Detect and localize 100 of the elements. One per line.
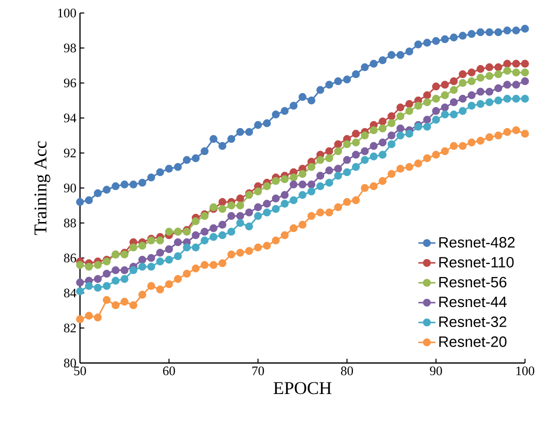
point: [129, 266, 138, 274]
point: [343, 198, 351, 206]
point: [138, 242, 146, 250]
point: [352, 150, 360, 159]
point: [388, 170, 396, 178]
point: [494, 63, 502, 72]
point: [218, 205, 226, 213]
x-tick-label: 60: [163, 366, 175, 376]
point: [450, 110, 458, 118]
point: [378, 56, 387, 64]
point: [512, 80, 520, 89]
point: [414, 102, 422, 110]
point: [200, 236, 209, 244]
point: [192, 264, 200, 272]
point: [458, 107, 467, 115]
y-tick-label: 100: [58, 8, 76, 18]
legend-label: Resnet-32: [439, 316, 506, 328]
point: [503, 60, 512, 68]
point: [316, 208, 324, 216]
point: [147, 282, 156, 290]
x-axis-title: EPOCH: [274, 382, 332, 394]
point: [458, 94, 467, 103]
y-tick-label: 84: [64, 288, 76, 298]
point: [112, 266, 120, 274]
point: [307, 180, 316, 188]
point: [370, 60, 378, 68]
point: [388, 140, 396, 148]
point: [280, 191, 289, 199]
point: [370, 126, 378, 134]
y-tick-label: 94: [64, 114, 76, 122]
point: [325, 147, 334, 156]
point: [210, 135, 218, 143]
point: [227, 228, 236, 236]
point: [94, 189, 102, 198]
point: [218, 259, 226, 268]
point: [129, 180, 138, 188]
point: [218, 231, 226, 240]
legend-label: Resnet-482: [439, 237, 515, 248]
point: [370, 152, 378, 160]
point: [396, 104, 404, 112]
point: [494, 28, 502, 36]
point: [388, 119, 396, 128]
point: [440, 110, 449, 118]
point: [334, 140, 342, 148]
point: [343, 140, 351, 148]
point: [138, 290, 146, 299]
point: [468, 102, 476, 110]
point: [182, 244, 191, 252]
point: [334, 203, 342, 212]
point: [200, 147, 209, 156]
point: [503, 128, 512, 136]
point: [174, 275, 182, 283]
legend-label: Resnet-110: [439, 256, 514, 268]
point: [512, 60, 520, 68]
point: [512, 68, 520, 76]
point: [272, 110, 280, 118]
y-tick-label: 92: [64, 148, 76, 158]
point: [254, 244, 262, 252]
point: [147, 262, 156, 271]
point: [245, 208, 254, 216]
point: [450, 77, 458, 86]
point: [494, 96, 502, 104]
point: [440, 91, 449, 100]
point: [245, 247, 254, 255]
point: [165, 280, 173, 288]
point: [360, 147, 369, 156]
point: [210, 224, 218, 232]
point: [396, 112, 404, 120]
point: [388, 132, 396, 140]
point: [476, 28, 484, 36]
point: [352, 70, 360, 78]
x-tick-label: 70: [252, 366, 264, 376]
point: [120, 298, 128, 306]
point: [468, 68, 476, 76]
point: [485, 98, 494, 106]
point: [227, 202, 236, 210]
point: [325, 80, 334, 89]
point: [334, 147, 342, 156]
point: [468, 91, 476, 100]
point: [485, 72, 494, 80]
point: [84, 282, 93, 290]
point: [521, 77, 529, 86]
point: [218, 220, 226, 229]
point: [485, 63, 494, 72]
point: [405, 48, 414, 56]
point: [94, 261, 102, 269]
point: [112, 276, 120, 285]
y-tick-label: 82: [64, 324, 76, 332]
point: [236, 128, 244, 136]
point: [147, 174, 156, 182]
point: [325, 208, 334, 216]
point: [494, 70, 502, 78]
point: [120, 180, 128, 188]
point: [84, 262, 93, 271]
point: [272, 205, 280, 213]
point: [423, 154, 432, 162]
point: [156, 236, 164, 244]
point: [423, 122, 432, 131]
point: [343, 76, 351, 84]
point: [227, 212, 236, 220]
